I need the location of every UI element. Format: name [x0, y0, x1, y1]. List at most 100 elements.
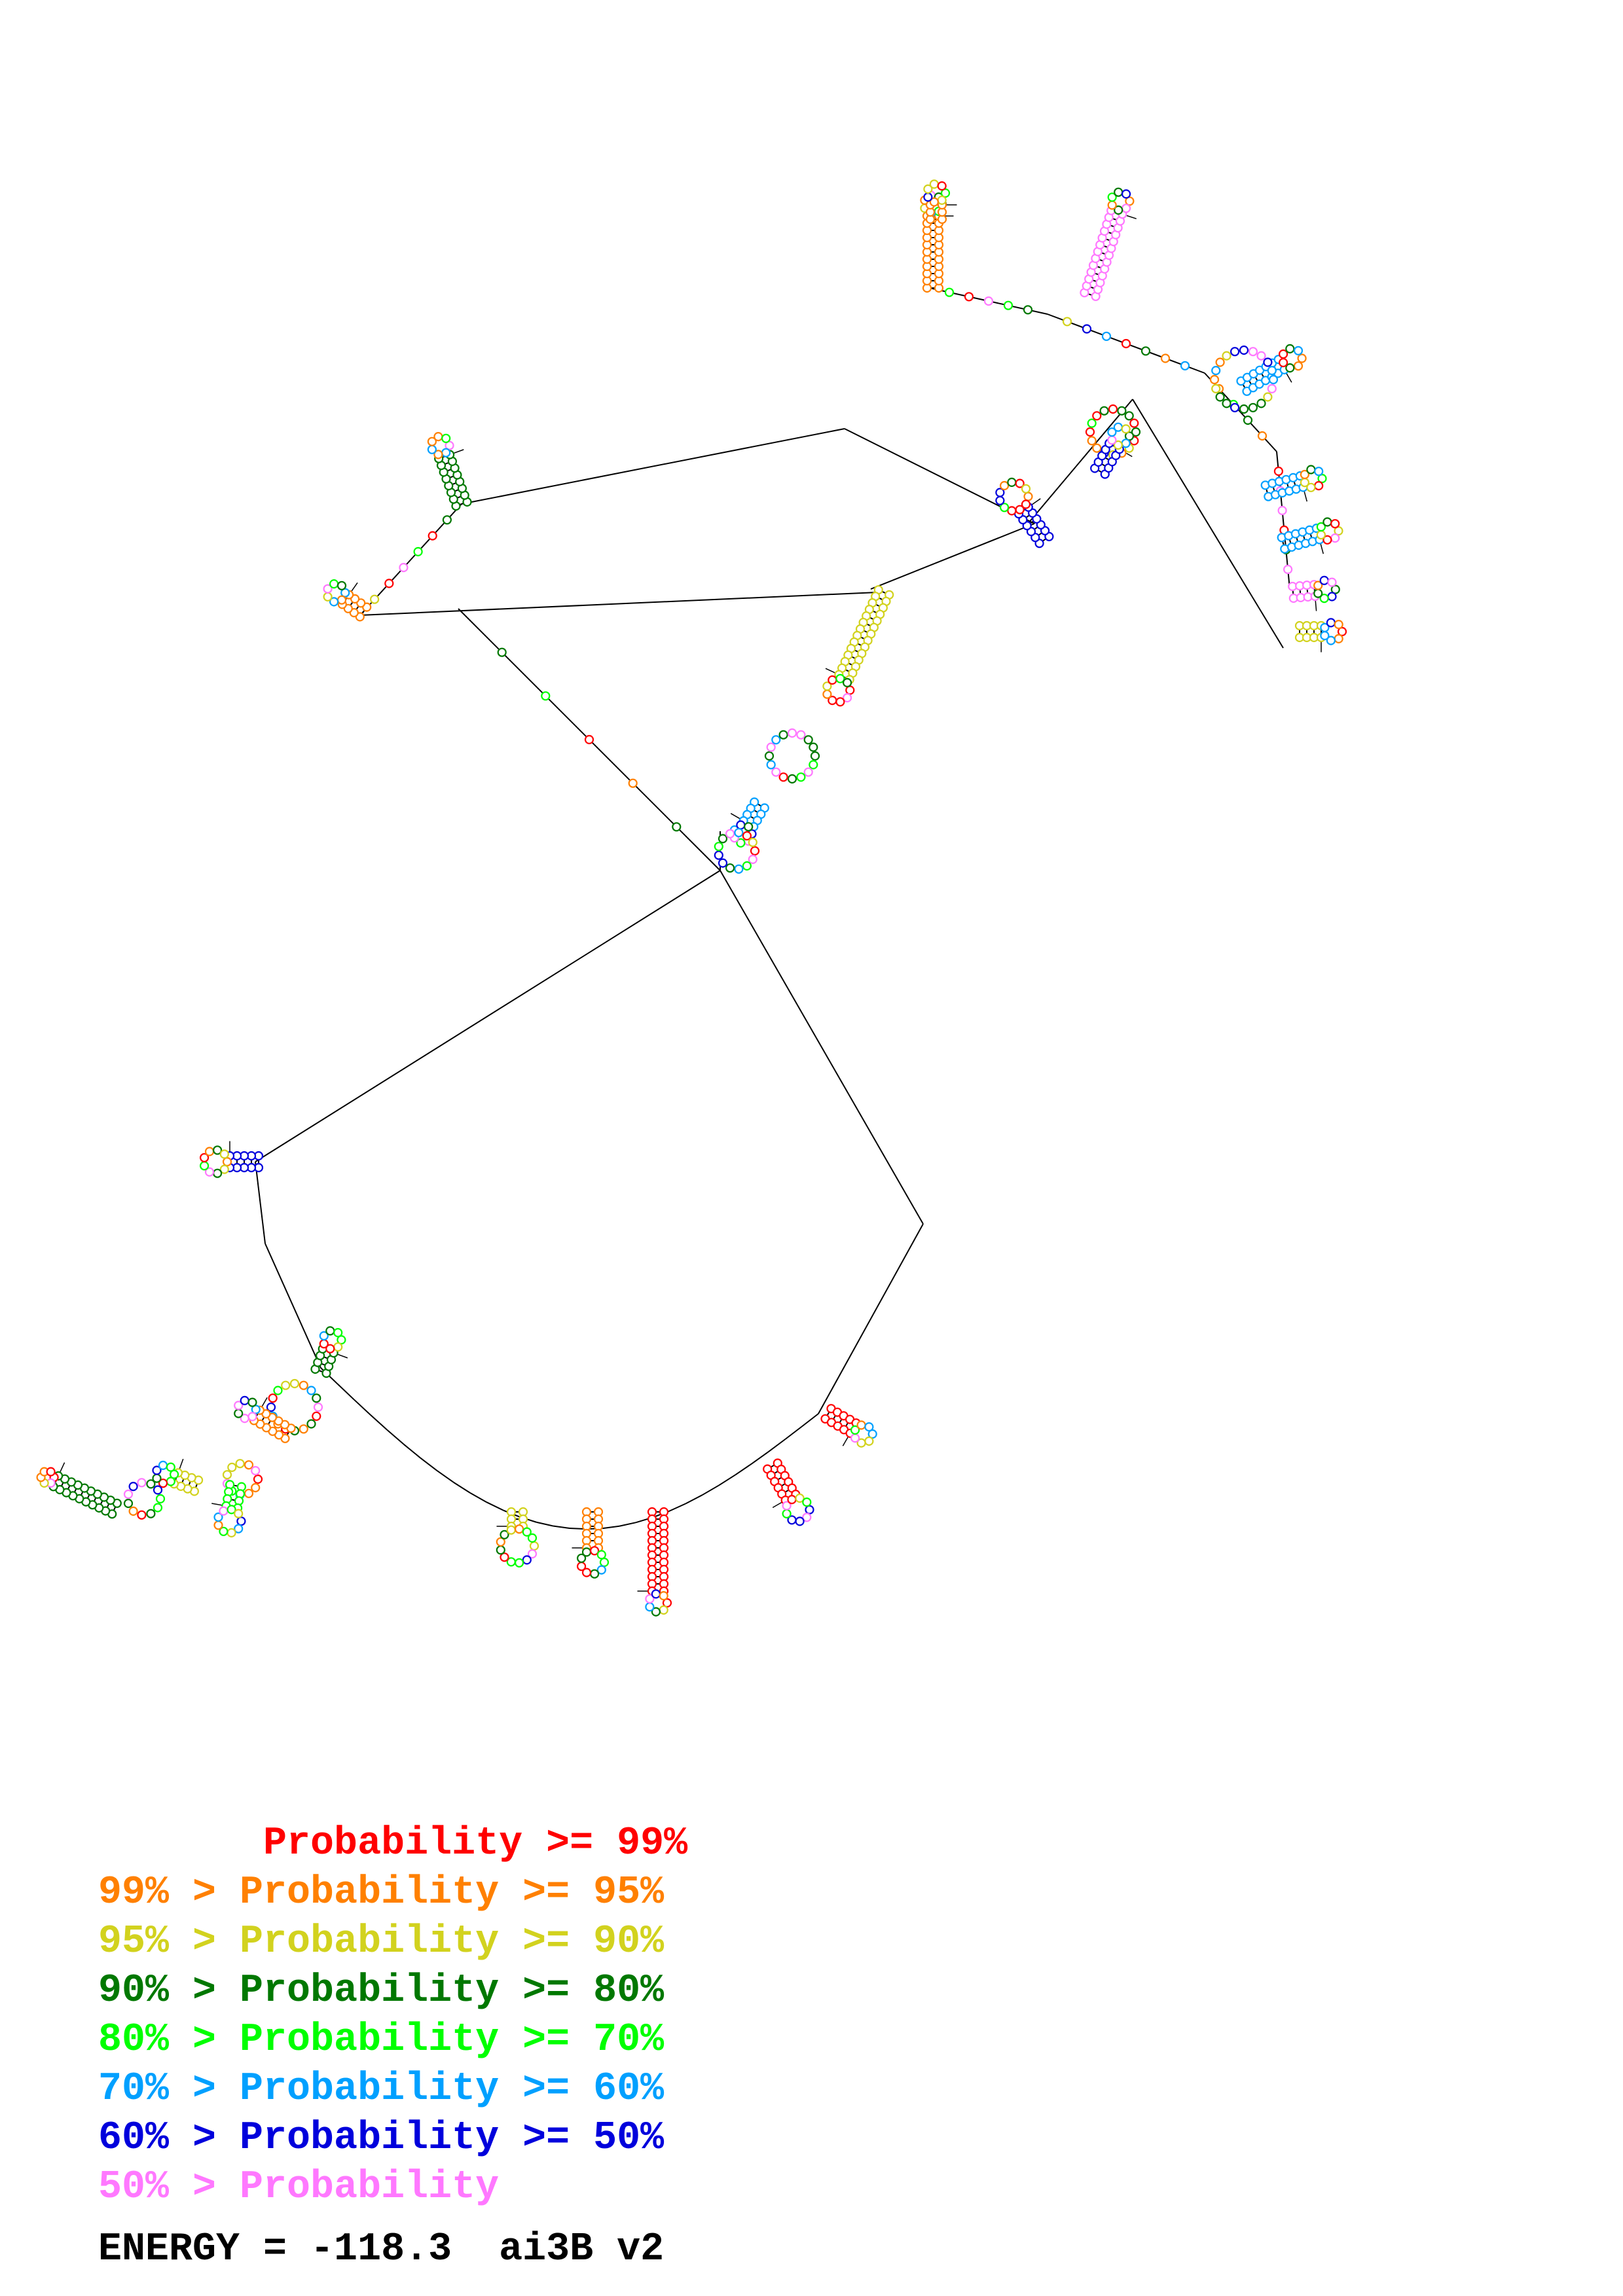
nucleotide	[714, 842, 723, 852]
backbone-segment	[486, 1501, 504, 1511]
nucleotide	[864, 1422, 874, 1432]
nucleotide	[1129, 418, 1139, 428]
nucleotide	[766, 742, 776, 752]
legend-row: 50% > Probability	[98, 2165, 500, 2210]
nucleotide	[1003, 300, 1013, 310]
nucleotide	[1160, 353, 1171, 363]
nucleotide	[445, 440, 454, 450]
nucleotide	[748, 837, 757, 848]
nucleotide	[750, 846, 760, 856]
backbone-segment	[469, 1492, 487, 1503]
nucleotide	[771, 735, 781, 745]
nucleotide	[1015, 478, 1025, 488]
nucleotide	[227, 1462, 237, 1472]
nucleotide	[983, 296, 994, 306]
nucleotide	[123, 1489, 134, 1499]
nucleotide	[937, 195, 947, 205]
nucleotide	[1107, 427, 1117, 437]
nucleotide	[1211, 365, 1221, 376]
nucleotide	[1285, 344, 1295, 354]
nucleotides	[36, 179, 1347, 1617]
nucleotide	[240, 1395, 249, 1405]
nucleotide	[744, 822, 754, 832]
nucleotide	[787, 728, 797, 738]
nucleotide	[234, 1401, 244, 1410]
nucleotide	[46, 1467, 56, 1477]
nucleotide	[796, 772, 806, 782]
nucleotide	[576, 1553, 587, 1563]
nucleotide	[1256, 399, 1266, 408]
nucleotide	[244, 1488, 254, 1498]
nucleotide	[1140, 346, 1151, 356]
energy-label: ENERGY = -118.3 ai3B v2	[98, 2227, 665, 2272]
nucleotide	[219, 1526, 228, 1536]
nucleotide	[266, 1402, 276, 1412]
backbone-segment	[668, 1503, 686, 1512]
backbone-segment	[685, 1494, 703, 1505]
nucleotide	[506, 1525, 516, 1535]
nucleotide	[337, 595, 347, 605]
nucleotide	[433, 431, 443, 442]
nucleotide	[1243, 415, 1253, 425]
nucleotide	[319, 1331, 329, 1341]
nucleotide	[1007, 477, 1017, 488]
nucleotide	[213, 1168, 223, 1178]
nucleotide	[128, 1482, 138, 1492]
nucleotide	[1283, 564, 1293, 575]
nucleotide	[251, 1465, 261, 1476]
nucleotide	[742, 831, 752, 841]
nucleotide	[1268, 374, 1279, 385]
nucleotide	[1319, 594, 1329, 603]
nucleotide	[718, 834, 728, 844]
nucleotide	[1316, 530, 1326, 540]
nucleotide	[527, 1549, 538, 1559]
nucleotide	[999, 503, 1010, 512]
nucleotide	[1230, 403, 1240, 412]
nucleotide	[742, 861, 752, 871]
nucleotide	[306, 1386, 316, 1395]
nucleotide	[1267, 384, 1277, 394]
backbone-segment	[768, 1439, 786, 1452]
nucleotide	[842, 692, 852, 703]
nucleotide	[803, 767, 813, 777]
nucleotide	[219, 1164, 229, 1174]
nucleotide	[929, 179, 939, 189]
nucleotide	[213, 1520, 223, 1530]
nucleotide	[1209, 374, 1220, 385]
nucleotide	[496, 1545, 505, 1555]
nucleotide	[1023, 305, 1033, 315]
nucleotide	[1320, 622, 1330, 633]
nucleotide	[234, 1408, 244, 1418]
backbone-segment	[870, 523, 1035, 590]
nucleotide	[1107, 192, 1117, 202]
nucleotide	[329, 579, 339, 589]
nucleotide	[1330, 533, 1340, 543]
nucleotide	[771, 767, 781, 777]
nucleotide	[787, 1515, 797, 1525]
nucleotide	[427, 437, 437, 446]
nucleotide	[1313, 581, 1323, 590]
nucleotide	[645, 1602, 655, 1612]
backbone-segment	[735, 1463, 753, 1476]
nucleotide	[1293, 346, 1304, 355]
nucleotide	[1306, 465, 1316, 475]
nucleotide	[581, 1568, 592, 1577]
nucleotide	[428, 531, 437, 541]
nucleotide	[204, 1147, 215, 1157]
nucleotide	[123, 1498, 134, 1509]
nucleotide	[584, 734, 594, 745]
nucleotide	[312, 1411, 321, 1421]
nucleotide	[247, 1397, 257, 1407]
backbone-segment	[718, 1474, 736, 1486]
nucleotide	[1334, 634, 1343, 644]
backbone-segment	[720, 870, 924, 1225]
nucleotide	[213, 1145, 223, 1155]
nucleotide	[599, 1557, 610, 1568]
nucleotide	[628, 778, 638, 788]
nucleotide	[1239, 345, 1249, 355]
nucleotide	[1007, 506, 1017, 516]
nucleotide	[1273, 466, 1284, 476]
nucleotide	[944, 287, 955, 297]
legend-row: 70% > Probability >= 60%	[98, 2067, 665, 2111]
legend-row: 80% > Probability >= 70%	[98, 2018, 665, 2062]
